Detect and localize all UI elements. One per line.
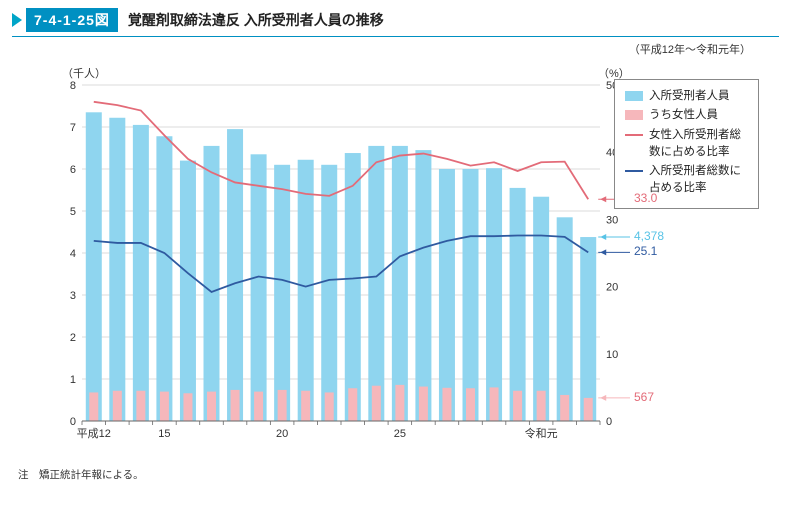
y-right-tick: 10 [606,349,618,361]
x-tick-label: 令和元 [525,426,558,440]
legend-line-icon [625,170,643,172]
bar-main [415,150,431,421]
bar-female [513,391,522,421]
y-right-tick: 20 [606,282,618,294]
title-marker-icon [12,13,22,27]
y-right-tick: 30 [606,214,618,226]
period-label: （平成12年～令和元年） [0,37,791,57]
bar-female [584,398,593,421]
bar-main [204,146,220,421]
legend-swatch-icon [625,91,643,101]
figure-title: 覚醒剤取締法違反 入所受刑者人員の推移 [128,10,384,30]
y-left-tick: 8 [70,80,76,92]
y-left-tick: 0 [70,416,76,428]
bar-main [227,129,243,421]
bar-female [301,391,310,421]
bar-main [109,118,125,421]
bar-main [321,165,337,421]
y-left-label: （千人） [62,67,106,80]
callout-bar-female: 567 [634,390,654,404]
callout-bar-main: 4,378 [634,229,664,243]
bar-female [419,387,428,421]
bar-female [113,391,122,421]
bar-main [368,146,384,421]
bar-main [180,161,196,421]
bar-main [557,217,573,421]
bar-main [156,136,172,421]
bar-main [274,165,290,421]
leader-female-ratio-arrow-icon [600,196,606,202]
legend-swatch-icon [625,110,643,120]
y-left-tick: 1 [70,374,76,386]
legend-label: 入所受刑者総数に占める比率 [649,163,748,198]
bar-female [442,388,451,421]
legend-item: 入所受刑者人員 [625,88,748,105]
bar-main [298,160,314,421]
bar-female [160,392,169,421]
bar-main [580,237,596,421]
callout-female-ratio: 33.0 [634,191,657,205]
x-tick-label: 25 [394,428,406,440]
callout-total-ratio: 25.1 [634,244,657,258]
bar-female [560,395,569,421]
bar-female [207,392,216,421]
bar-main [345,153,361,421]
leader-bar-female-arrow-icon [600,395,606,401]
legend-label: 入所受刑者人員 [649,88,730,105]
x-tick-label: 20 [276,428,288,440]
bar-female [89,392,98,421]
chart-area: 01234567801020304050（千人）（%）平成12152025令和元… [40,61,767,461]
y-right-tick: 0 [606,416,612,428]
leader-bar-main-arrow-icon [600,234,606,240]
bar-main [463,169,479,421]
legend-item: うち女性人員 [625,107,748,124]
bar-main [439,169,455,421]
bar-main [86,112,102,421]
bar-female [278,390,287,421]
legend-item: 女性入所受刑者総数に占める比率 [625,127,748,162]
bar-female [254,392,263,421]
bar-female [136,391,145,421]
bar-main [533,197,549,421]
bar-female [490,387,499,421]
bar-main [392,146,408,421]
legend-label: うち女性人員 [649,107,718,124]
bar-female [348,388,357,421]
title-bar: 7-4-1-25図 覚醒剤取締法違反 入所受刑者人員の推移 [0,0,791,36]
bar-female [537,391,546,421]
bar-female [183,393,192,421]
y-left-tick: 7 [70,122,76,134]
footnote: 注 矯正統計年報による。 [0,461,791,482]
y-left-tick: 3 [70,290,76,302]
bar-female [372,386,381,421]
leader-total-ratio-arrow-icon [600,249,606,255]
bar-female [395,385,404,421]
y-left-tick: 2 [70,332,76,344]
bar-main [251,154,267,421]
bar-main [510,188,526,421]
y-left-tick: 4 [70,248,76,260]
bar-female [466,388,475,421]
bar-main [133,125,149,421]
bar-female [231,390,240,421]
y-left-tick: 5 [70,206,76,218]
legend-label: 女性入所受刑者総数に占める比率 [649,127,748,162]
y-left-tick: 6 [70,164,76,176]
x-tick-label: 平成12 [77,427,111,440]
legend-line-icon [625,134,643,136]
x-tick-label: 15 [158,428,170,440]
bar-main [486,168,502,421]
legend: 入所受刑者人員うち女性人員女性入所受刑者総数に占める比率入所受刑者総数に占める比… [614,79,759,209]
bar-female [325,392,334,421]
figure-number: 7-4-1-25図 [26,8,118,32]
